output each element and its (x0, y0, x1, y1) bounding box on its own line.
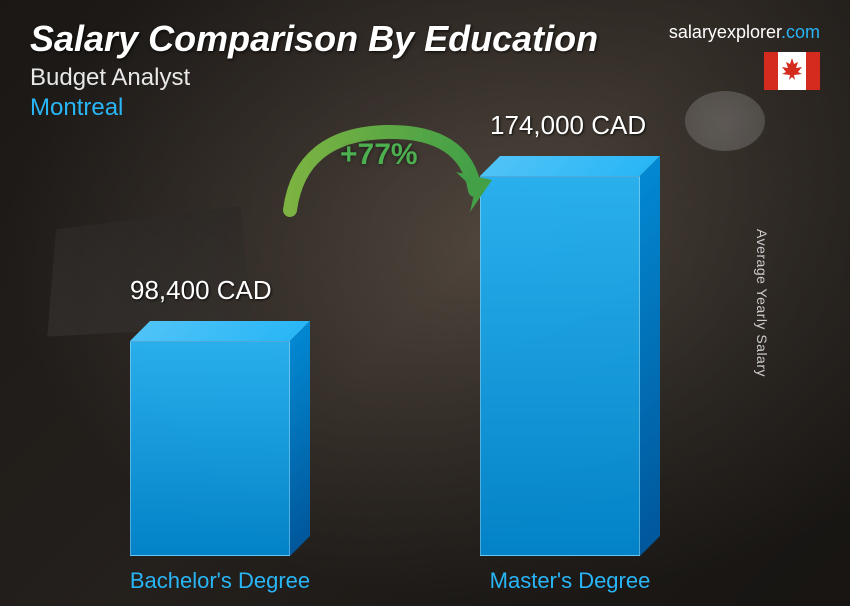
canada-flag-icon (764, 52, 820, 90)
brand-suffix: .com (781, 22, 820, 42)
bar-side-face (290, 321, 310, 556)
bar-front-face (130, 341, 290, 556)
y-axis-label: Average Yearly Salary (754, 229, 770, 377)
chart-location: Montreal (30, 94, 820, 122)
chart-subtitle: Budget Analyst (30, 64, 820, 92)
bar-top-face (480, 156, 660, 176)
bar-label: Master's Degree (470, 568, 670, 594)
brand-label: salaryexplorer.com (669, 22, 820, 43)
increase-percent: +77% (340, 138, 418, 172)
bar-value: 98,400 CAD (130, 275, 272, 306)
bar-front-face (480, 176, 640, 556)
bar-side-face (640, 156, 660, 556)
bar-top-face (130, 321, 310, 341)
brand-name: salaryexplorer (669, 22, 781, 42)
bar-label: Bachelor's Degree (120, 568, 320, 594)
